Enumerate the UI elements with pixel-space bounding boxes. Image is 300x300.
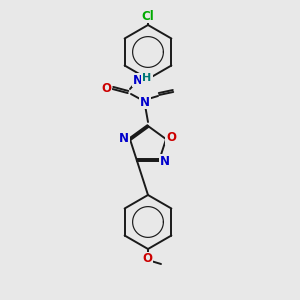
Text: H: H — [142, 73, 152, 83]
Text: N: N — [160, 155, 170, 168]
Text: Cl: Cl — [142, 10, 154, 22]
Text: N: N — [119, 132, 129, 145]
Text: N: N — [140, 95, 150, 109]
Text: O: O — [101, 82, 111, 94]
Text: O: O — [142, 253, 152, 266]
Text: N: N — [133, 74, 143, 86]
Text: O: O — [166, 130, 176, 144]
